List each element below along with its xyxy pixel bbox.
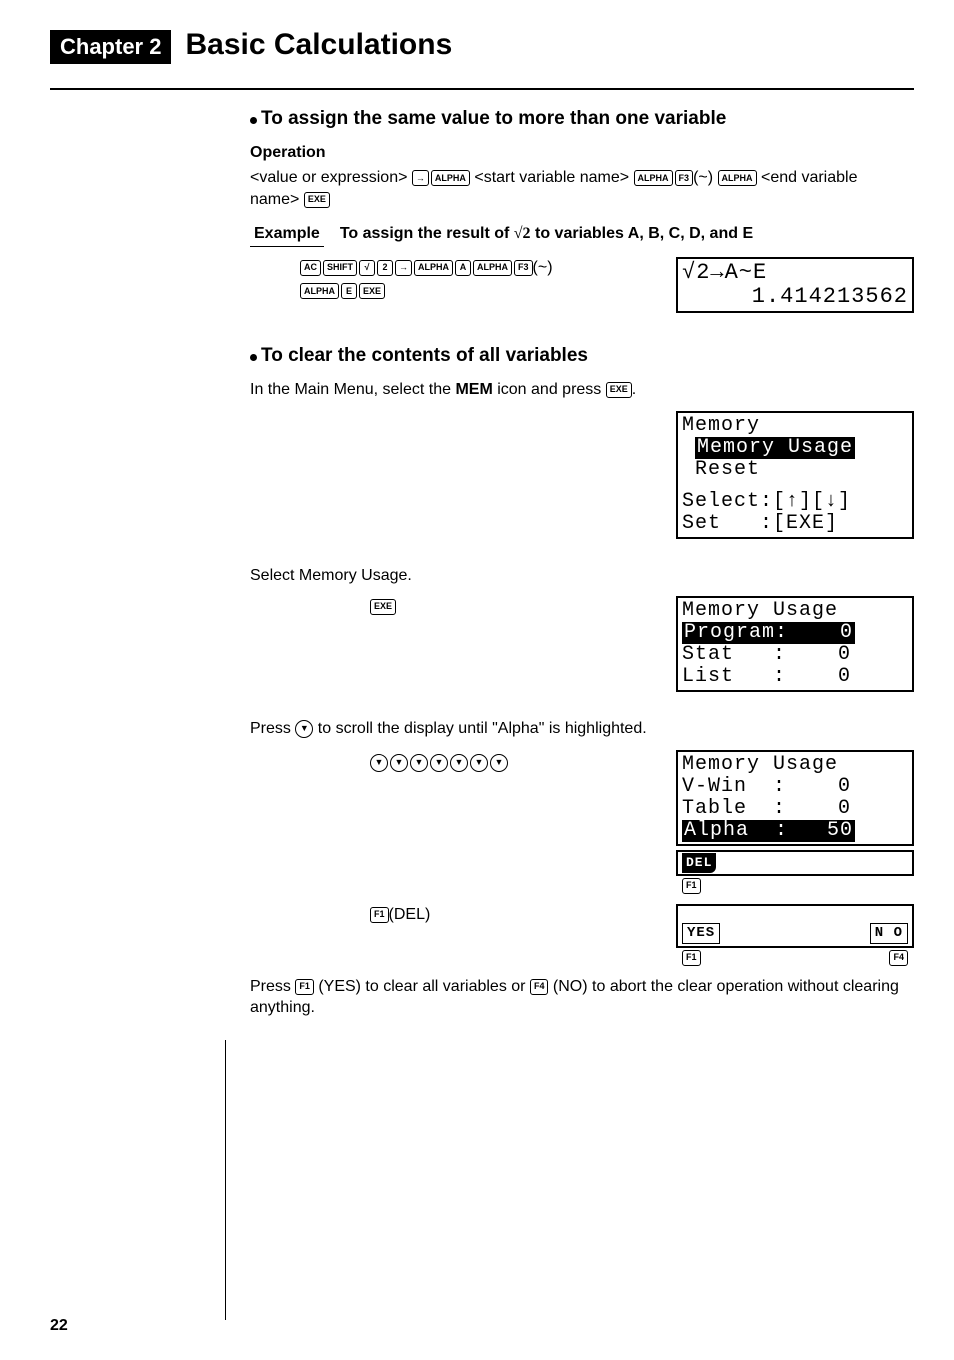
bullet-icon: [250, 354, 257, 361]
operation-flow: <value or expression> → ALPHA <start var…: [250, 167, 914, 210]
down-cursor-key: ▼: [390, 754, 408, 772]
page-number: 22: [50, 1317, 68, 1335]
section-b-intro: In the Main Menu, select the MEM icon an…: [250, 379, 914, 401]
arrow-key: →: [395, 260, 412, 276]
f1-key-label: F1: [682, 950, 701, 966]
step-2-text: Select Memory Usage.: [250, 565, 914, 587]
down-cursor-key: ▼: [370, 754, 388, 772]
operation-label: Operation: [250, 142, 914, 164]
lcd-memory-usage: Memory Usage Program: 0 Stat : 0 List : …: [676, 596, 914, 692]
down-cursor-key: ▼: [470, 754, 488, 772]
f1-key-label: F1: [682, 878, 701, 894]
chapter-token: Chapter 2: [50, 30, 171, 64]
arrow-key: →: [412, 170, 429, 186]
final-instruction: Press F1 (YES) to clear all variables or…: [250, 976, 914, 1019]
f3-key: F3: [675, 170, 694, 186]
shift-key: SHIFT: [323, 260, 357, 276]
softkey-bar-del: DEL: [676, 850, 914, 876]
section-a-heading: To assign the same value to more than on…: [261, 106, 726, 132]
lcd-alpha-highlighted: Memory Usage V-Win : 0 Table : 0 Alpha :…: [676, 750, 914, 846]
f1-key: F1: [370, 907, 389, 923]
exe-key: EXE: [370, 599, 396, 615]
alpha-key: ALPHA: [414, 260, 453, 276]
alpha-key: ALPHA: [300, 283, 339, 299]
softkey-bar-yesno: YES N O: [676, 904, 914, 948]
down-cursor-key: ▼: [490, 754, 508, 772]
example-key-sequence: AC SHIFT √ 2 → ALPHA A ALPHA F3 (~) ALPH…: [250, 257, 646, 300]
exe-key: EXE: [304, 192, 330, 208]
example-label: Example: [250, 222, 324, 247]
alpha-key: ALPHA: [431, 170, 470, 186]
down-cursor-key: ▼: [430, 754, 448, 772]
down-cursor-key: ▼: [410, 754, 428, 772]
down-cursor-key: ▼: [450, 754, 468, 772]
f3-key: F3: [514, 260, 533, 276]
del-softkey: DEL: [682, 853, 716, 873]
example-desc: To assign the result of √2 to variables …: [340, 223, 753, 245]
step-3-text: Press ▼ to scroll the display until "Alp…: [250, 718, 914, 740]
alpha-key: ALPHA: [718, 170, 757, 186]
bullet-icon: [250, 117, 257, 124]
no-softkey: N O: [870, 923, 908, 944]
chapter-title: Basic Calculations: [185, 28, 452, 62]
section-b-heading: To clear the contents of all variables: [261, 343, 588, 369]
del-suffix: (DEL): [389, 906, 431, 923]
lcd-result-1: √2→A~E 1.414213562: [676, 257, 914, 313]
alpha-key: ALPHA: [473, 260, 512, 276]
ac-key: AC: [300, 260, 321, 276]
header-rule: [50, 88, 914, 90]
root-key: √: [359, 260, 375, 276]
f4-key-label: F4: [889, 950, 908, 966]
e-key: E: [341, 283, 357, 299]
yes-softkey: YES: [682, 923, 720, 944]
vertical-margin-rule: [225, 1040, 226, 1320]
two-key: 2: [377, 260, 393, 276]
lcd-memory-menu: Memory Memory Usage Reset Select:[↑][↓] …: [676, 411, 914, 539]
down-cursor-key: ▼: [295, 720, 313, 738]
f4-key: F4: [530, 979, 549, 995]
f1-key: F1: [295, 979, 314, 995]
exe-key: EXE: [606, 382, 632, 398]
alpha-key: ALPHA: [634, 170, 673, 186]
a-key: A: [455, 260, 471, 276]
exe-key: EXE: [359, 283, 385, 299]
